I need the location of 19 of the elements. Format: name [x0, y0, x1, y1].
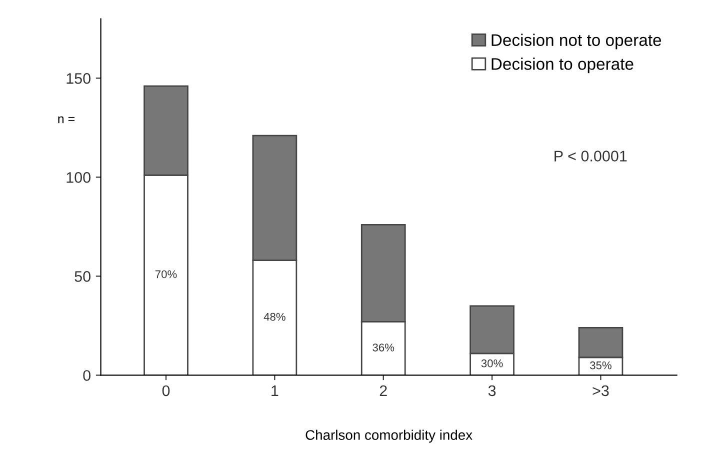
annotation: 35%	[590, 361, 612, 370]
legend-label: Decision not to operate	[492, 34, 662, 50]
annotation: 36%	[372, 344, 394, 352]
x-tick-label: >3	[592, 385, 609, 396]
y-tick-label: 100	[66, 172, 90, 183]
annotation: 70%	[155, 270, 177, 278]
x-axis-title: Charlson comorbidity index	[306, 430, 472, 443]
y-tick-label: 50	[74, 271, 90, 282]
x-tick-label: 0	[162, 385, 170, 396]
y-axis-title: n =	[58, 116, 74, 124]
y-tick-label: 150	[66, 73, 90, 84]
annotation: P < 0.0001	[554, 150, 627, 162]
annotation: 48%	[264, 312, 286, 321]
x-tick-label: 3	[488, 385, 496, 396]
annotation: 30%	[481, 359, 503, 368]
legend-label: Decision to operate	[492, 58, 634, 74]
x-tick-label: 2	[380, 385, 387, 396]
y-tick-label: 0	[83, 370, 90, 381]
x-tick-label: 1	[272, 385, 278, 396]
